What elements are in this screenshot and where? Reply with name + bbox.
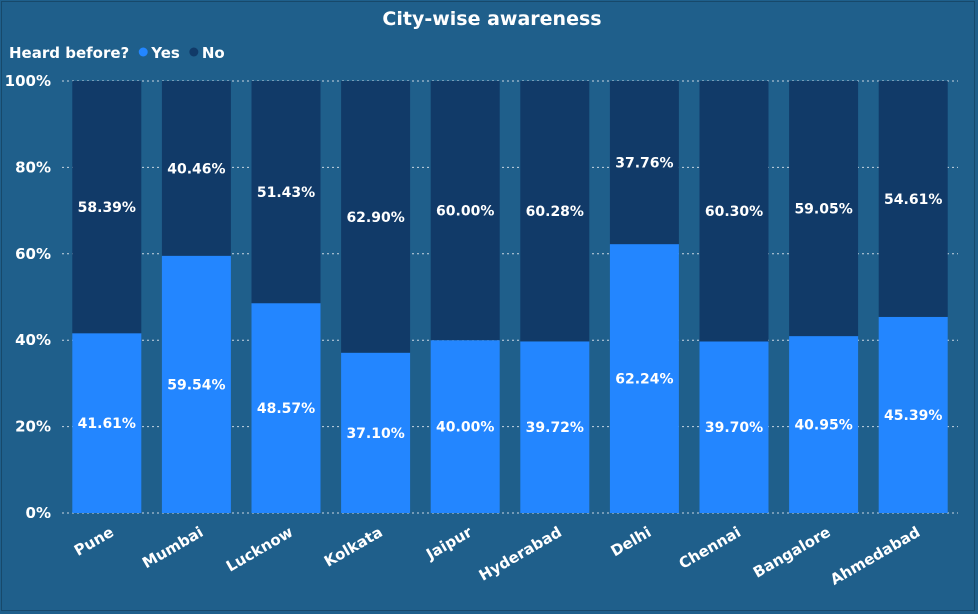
bar-yes-jaipur xyxy=(430,340,500,513)
data-label: 40.00% xyxy=(436,420,494,436)
data-label: 59.54% xyxy=(167,377,225,393)
legend-marker-no xyxy=(189,47,199,57)
x-tick-label: Jaipur xyxy=(422,523,475,564)
data-label: 37.10% xyxy=(346,426,404,442)
bar-no-jaipur xyxy=(430,81,500,341)
bars xyxy=(72,81,948,513)
x-tick-label: Pune xyxy=(71,523,117,560)
bar-yes-mumbai xyxy=(161,255,231,513)
x-axis: Pune Mumbai Lucknow Kolkata Jaipur Hyderabad D… xyxy=(71,523,923,589)
legend-label-no: No xyxy=(202,44,225,62)
y-axis: 0% 20% 40% 60% 80% 100% xyxy=(5,72,51,522)
bar-no-delhi xyxy=(609,81,679,245)
bar-yes-ahmedabad xyxy=(878,316,948,513)
x-tick-label: Delhi xyxy=(608,523,655,560)
data-label: 60.28% xyxy=(526,204,584,220)
data-label: 37.76% xyxy=(615,156,673,172)
x-tick-label: Lucknow xyxy=(223,523,296,576)
x-tick-label: Ahmedabad xyxy=(827,523,923,589)
data-label: 60.00% xyxy=(436,204,494,220)
data-label: 41.61% xyxy=(78,416,136,432)
bar-yes-kolkata xyxy=(341,352,411,513)
data-label: 39.72% xyxy=(526,420,584,436)
y-tick-label: 60% xyxy=(15,245,51,263)
legend: Heard before? Yes No xyxy=(9,44,225,62)
x-tick-label: Hyderabad xyxy=(476,523,565,585)
data-label: 60.30% xyxy=(705,204,763,220)
chart-title: City-wise awareness xyxy=(382,8,601,30)
data-label: 48.57% xyxy=(257,401,315,417)
bar-yes-delhi xyxy=(609,244,679,513)
bar-no-mumbai xyxy=(161,81,231,256)
bar-no-chennai xyxy=(699,81,769,342)
bar-no-pune xyxy=(72,81,142,334)
y-tick-label: 0% xyxy=(26,504,51,522)
data-label: 58.39% xyxy=(78,200,136,216)
y-tick-label: 80% xyxy=(15,158,51,176)
data-label: 62.90% xyxy=(346,210,404,226)
y-tick-label: 100% xyxy=(5,72,51,90)
data-label: 59.05% xyxy=(794,202,852,218)
data-label: 54.61% xyxy=(884,192,942,208)
data-label: 45.39% xyxy=(884,408,942,424)
data-label: 40.46% xyxy=(167,161,225,177)
x-tick-label: Bangalore xyxy=(750,523,834,582)
x-tick-label: Mumbai xyxy=(139,523,206,572)
bar-yes-lucknow xyxy=(251,303,321,513)
data-labels: 41.61% 58.39% 59.54% 40.46% 48.57% 51.43% 37.1… xyxy=(78,156,943,442)
legend-label-yes: Yes xyxy=(150,44,180,62)
bar-no-bangalore xyxy=(789,81,859,337)
bar-no-hyderabad xyxy=(520,81,590,342)
legend-marker-yes xyxy=(138,47,148,57)
bar-no-kolkata xyxy=(341,81,411,353)
data-label: 62.24% xyxy=(615,372,673,388)
data-label: 39.70% xyxy=(705,420,763,436)
bar-yes-chennai xyxy=(699,341,769,513)
y-tick-label: 40% xyxy=(15,331,51,349)
data-label: 40.95% xyxy=(794,418,852,434)
bar-no-lucknow xyxy=(251,81,321,304)
bar-no-ahmedabad xyxy=(878,81,948,317)
y-tick-label: 20% xyxy=(15,418,51,436)
bar-yes-pune xyxy=(72,333,142,513)
bar-yes-bangalore xyxy=(789,336,859,513)
legend-title: Heard before? xyxy=(9,44,129,62)
x-tick-label: Chennai xyxy=(676,523,744,573)
bar-yes-hyderabad xyxy=(520,341,590,513)
data-label: 51.43% xyxy=(257,185,315,201)
x-tick-label: Kolkata xyxy=(321,523,386,571)
